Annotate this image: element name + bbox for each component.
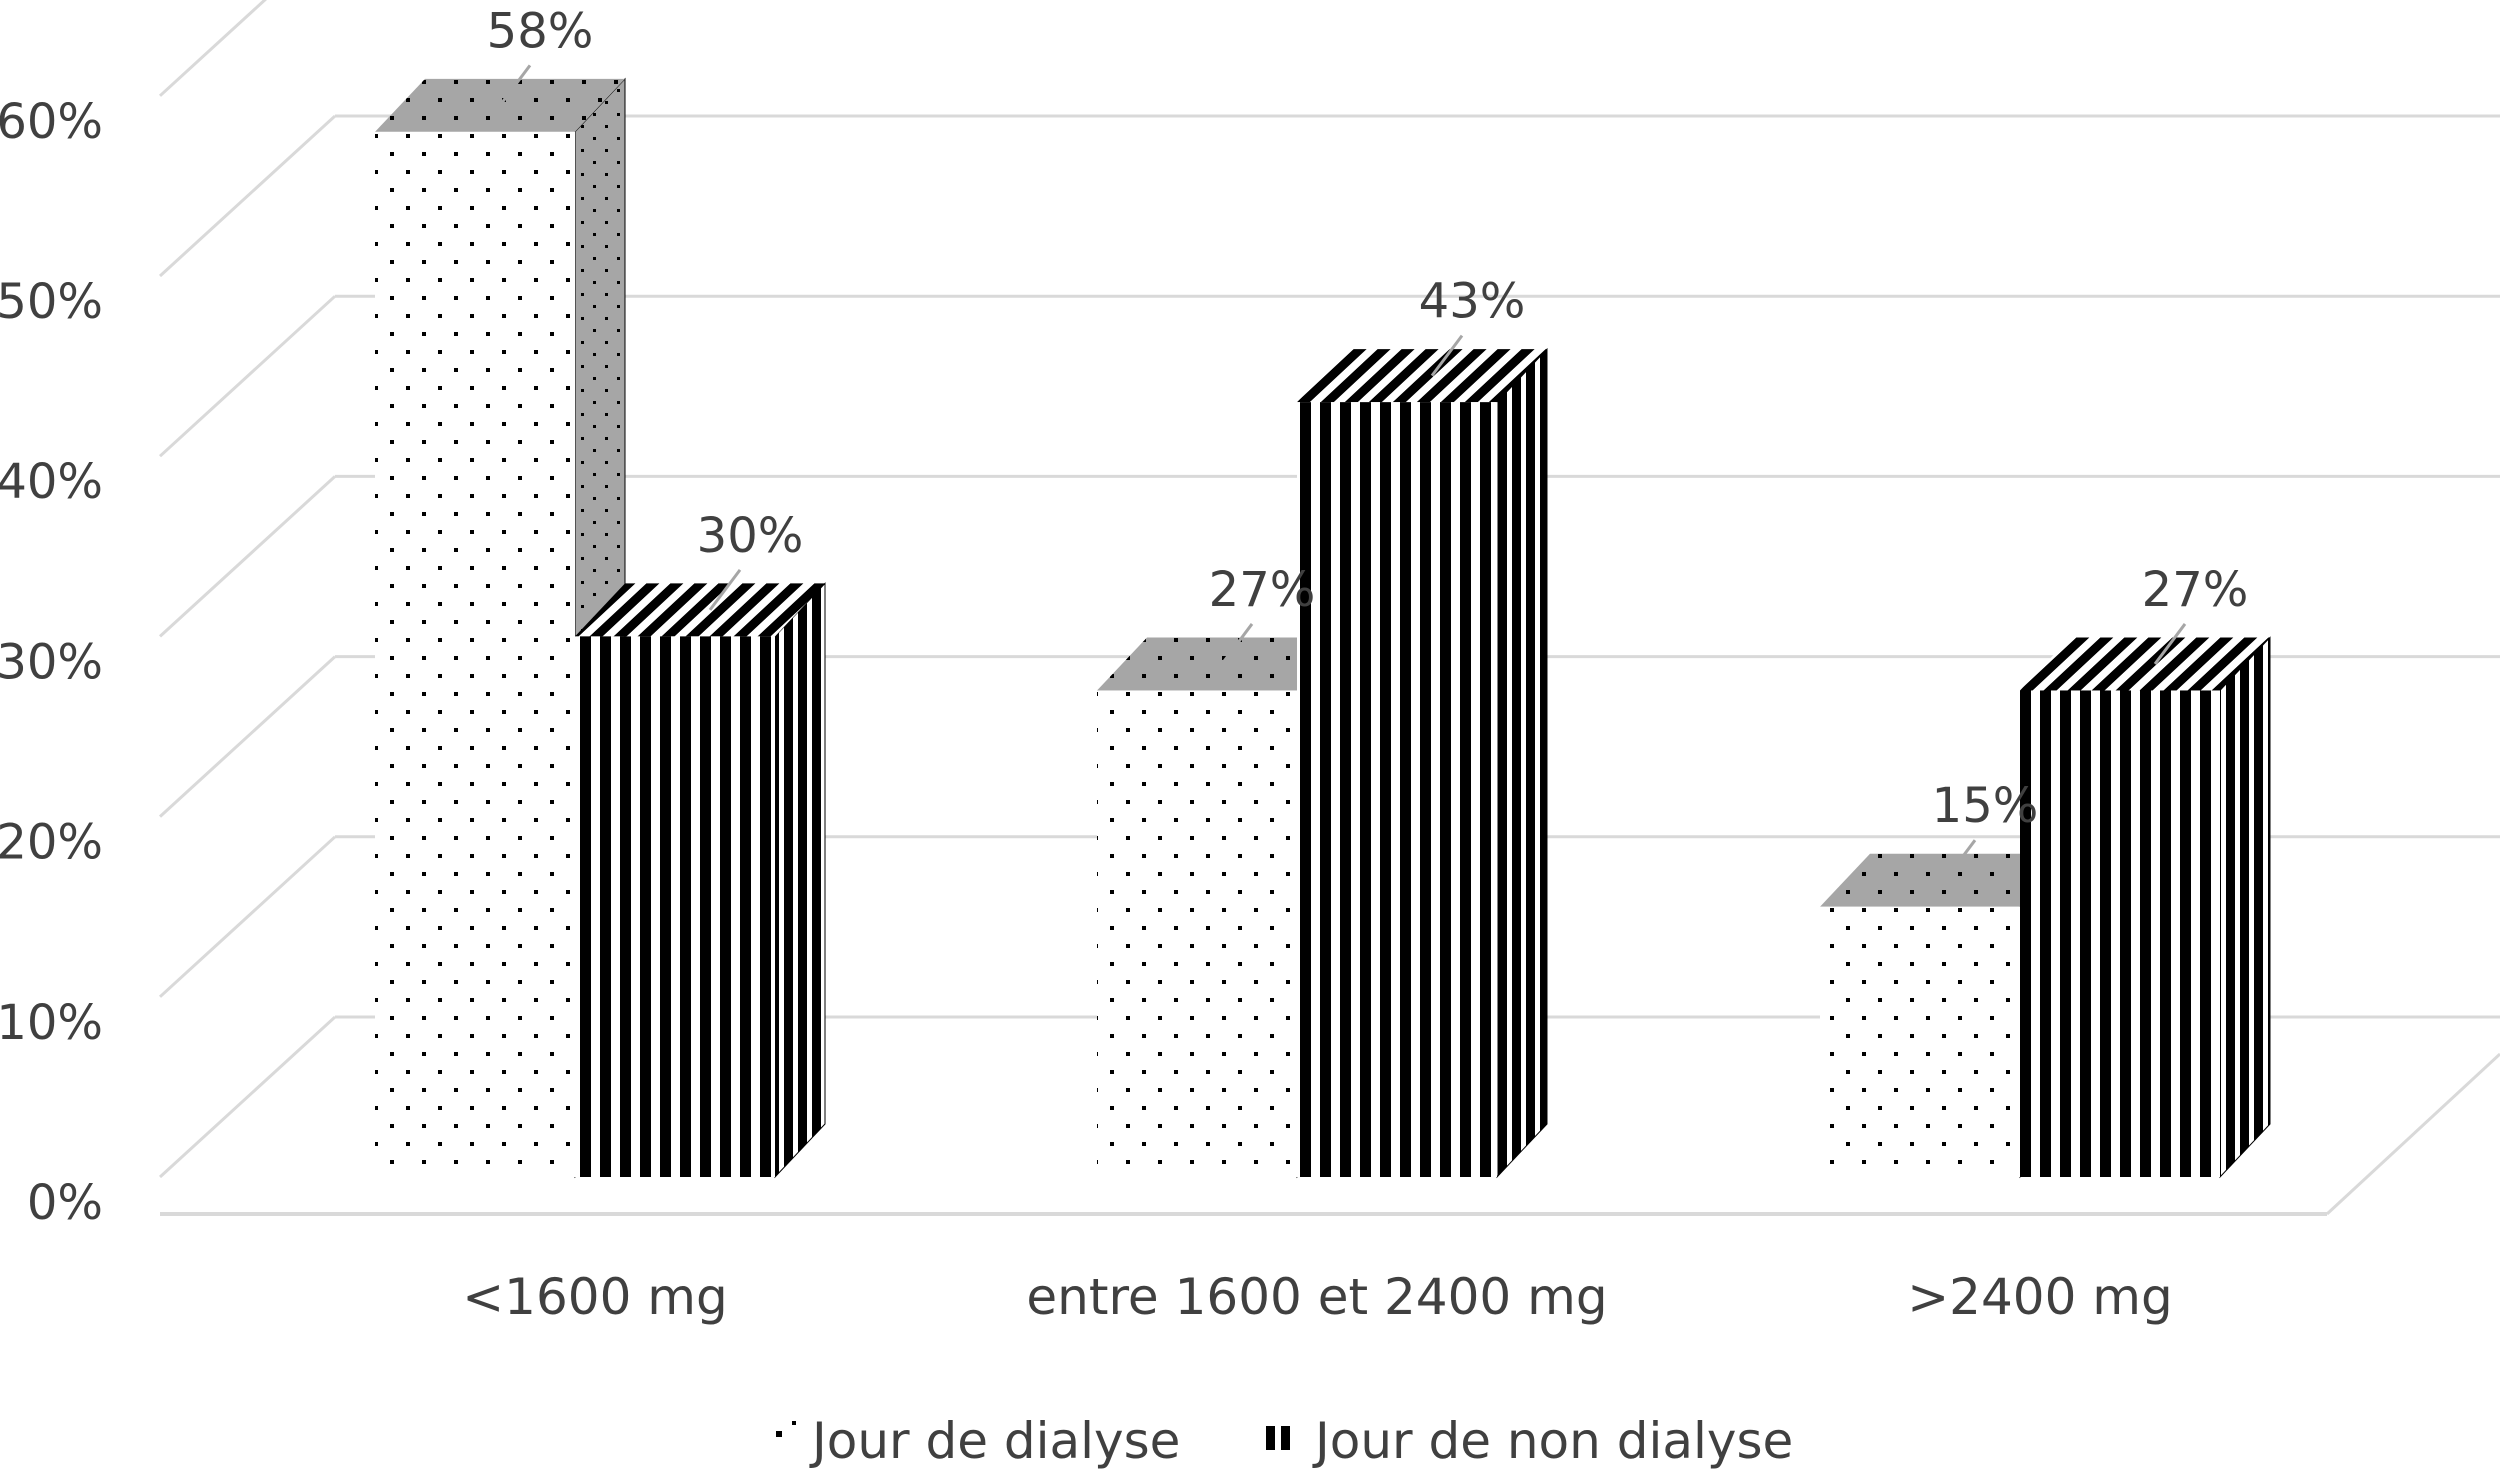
- legend-label-dialysis-day: Jour de dialyse: [809, 1412, 1180, 1470]
- data-label: 27%: [1209, 562, 1316, 618]
- legend-swatch-stripes: [1266, 1426, 1290, 1450]
- legend-item-dialysis-day: Jour de dialyse: [776, 1412, 1180, 1470]
- data-label: 15%: [1932, 778, 2039, 834]
- y-tick-label: 50%: [0, 274, 103, 330]
- y-tick-label: 40%: [0, 454, 103, 510]
- gridline: [158, 294, 2500, 458]
- x-tick-label: <1600 mg: [462, 1268, 727, 1326]
- gridline: [158, 0, 268, 97]
- y-tick-label: 60%: [0, 94, 103, 150]
- y-tick-label: 0%: [27, 1175, 103, 1231]
- y-tick-label: 20%: [0, 815, 103, 871]
- bar-non-dialysis-day: [575, 582, 826, 1179]
- legend: Jour de dialyse Jour de non dialyse: [776, 1412, 1793, 1470]
- x-tick-label: entre 1600 et 2400 mg: [1026, 1268, 1607, 1326]
- bars: [375, 77, 2271, 1179]
- legend-swatch-dots: [776, 1421, 796, 1437]
- x-axis: <1600 mg entre 1600 et 2400 mg >2400 mg: [462, 1268, 2172, 1326]
- data-label: 30%: [697, 508, 804, 564]
- data-label: 43%: [1419, 274, 1526, 330]
- y-axis: 0% 10% 20% 30% 40% 50% 60%: [0, 94, 103, 1231]
- y-tick-label: 30%: [0, 634, 103, 690]
- bar-non-dialysis-day: [2020, 636, 2271, 1179]
- data-labels: 58% 30% 27% 43% 15% 27%: [487, 3, 2249, 882]
- data-label: 58%: [487, 3, 594, 59]
- y-tick-label: 10%: [0, 995, 103, 1051]
- data-label: 27%: [2142, 562, 2249, 618]
- bar-non-dialysis-day: [1297, 347, 1548, 1179]
- gridline: [158, 114, 2500, 278]
- legend-item-non-dialysis-day: Jour de non dialyse: [1266, 1412, 1793, 1470]
- x-tick-label: >2400 mg: [1907, 1268, 2172, 1326]
- legend-label-non-dialysis-day: Jour de non dialyse: [1312, 1412, 1793, 1470]
